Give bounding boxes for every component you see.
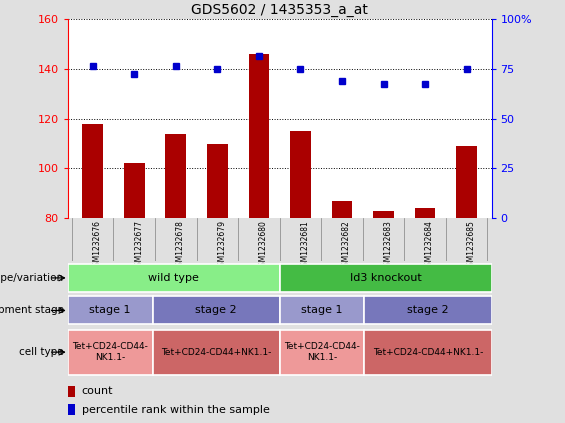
Text: GSM1232677: GSM1232677 [134, 220, 144, 272]
Bar [82, 124, 103, 218]
Text: Tet+CD24-CD44+NK1.1-: Tet+CD24-CD44+NK1.1- [373, 348, 483, 357]
Text: GSM1232684: GSM1232684 [425, 220, 434, 271]
Text: GSM1232678: GSM1232678 [176, 220, 185, 271]
Text: GSM1232681: GSM1232681 [301, 220, 310, 271]
Bar [280, 330, 364, 374]
Bar [124, 163, 145, 218]
Bar [373, 211, 394, 218]
Bar [280, 297, 364, 324]
Text: stage 1: stage 1 [301, 305, 343, 316]
Text: development stage: development stage [0, 305, 63, 316]
Bar [68, 330, 153, 374]
Text: GSM1232679: GSM1232679 [218, 220, 227, 272]
Bar [68, 386, 75, 397]
Text: GSM1232680: GSM1232680 [259, 220, 268, 271]
Bar [290, 131, 311, 218]
Bar [153, 330, 280, 374]
Bar [457, 146, 477, 218]
Text: GSM1232682: GSM1232682 [342, 220, 351, 271]
Bar [415, 208, 436, 218]
Text: GSM1232683: GSM1232683 [384, 220, 393, 271]
Bar [249, 54, 270, 218]
Bar [207, 143, 228, 218]
Title: GDS5602 / 1435353_a_at: GDS5602 / 1435353_a_at [191, 3, 368, 16]
Text: GSM1232685: GSM1232685 [467, 220, 476, 271]
Text: genotype/variation: genotype/variation [0, 273, 63, 283]
Text: Id3 knockout: Id3 knockout [350, 273, 421, 283]
Text: percentile rank within the sample: percentile rank within the sample [82, 405, 270, 415]
Bar [153, 297, 280, 324]
Text: wild type: wild type [148, 273, 199, 283]
Text: Tet+CD24-CD44-
NK1.1-: Tet+CD24-CD44- NK1.1- [72, 343, 148, 362]
Bar [166, 134, 186, 218]
Text: stage 2: stage 2 [407, 305, 449, 316]
Text: count: count [82, 386, 114, 396]
Bar [68, 297, 153, 324]
Bar [364, 297, 492, 324]
Text: Tet+CD24-CD44-
NK1.1-: Tet+CD24-CD44- NK1.1- [284, 343, 360, 362]
Text: stage 2: stage 2 [195, 305, 237, 316]
Text: Tet+CD24-CD44+NK1.1-: Tet+CD24-CD44+NK1.1- [161, 348, 271, 357]
Bar [364, 330, 492, 374]
Bar [332, 201, 353, 218]
Bar [68, 264, 280, 292]
Text: cell type: cell type [19, 347, 63, 357]
Text: stage 1: stage 1 [89, 305, 131, 316]
Bar [280, 264, 492, 292]
Bar [68, 404, 75, 415]
Text: GSM1232676: GSM1232676 [93, 220, 102, 272]
